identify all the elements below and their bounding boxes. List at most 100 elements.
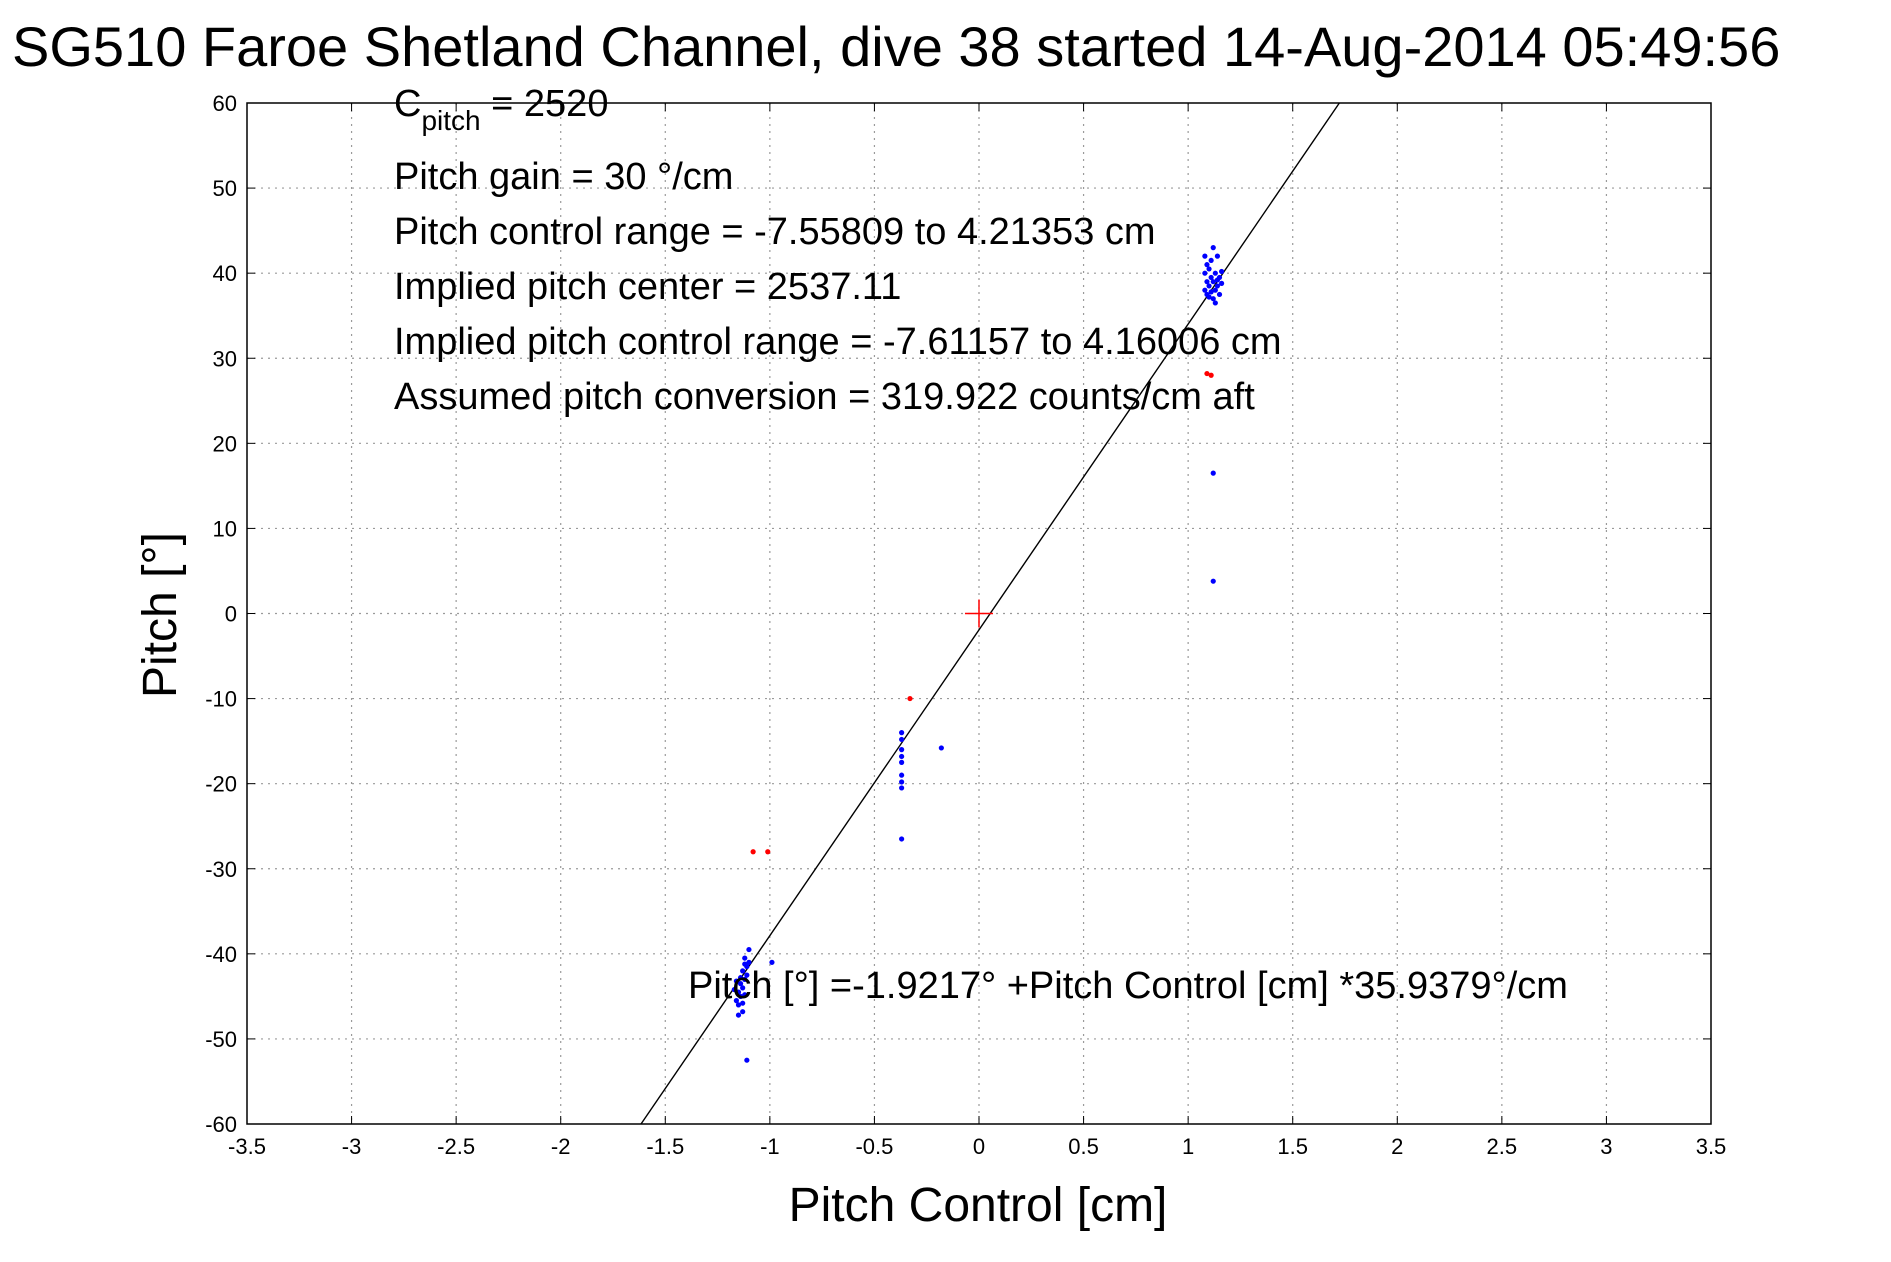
data-point (742, 992, 748, 998)
data-point (742, 961, 748, 967)
data-point (735, 1012, 742, 1018)
x-ticks: -3.5 -3 -2.5 -2 -1.5 -1 -0.5 0 0.5 1 1.5 2 2.5 3 3.5 (228, 103, 1726, 1159)
x-tick-label: -0.5 (855, 1134, 893, 1159)
data-point (740, 985, 746, 991)
annotation-conversion: Assumed pitch conversion = 319.922 count… (394, 376, 1255, 418)
y-tick-label: -20 (205, 772, 237, 797)
x-axis-label: Pitch Control [cm] (789, 1179, 1168, 1232)
annotation-implied-range: Implied pitch control range = -7.61157 t… (394, 321, 1282, 363)
data-point (1219, 268, 1225, 275)
data-point (1212, 300, 1218, 306)
annotation-pitch-gain: Pitch gain = 30 °/cm (394, 156, 733, 198)
data-point (899, 779, 905, 785)
x-tick-label: -1 (760, 1134, 780, 1159)
data-point (1208, 289, 1214, 295)
y-tick-label: 50 (213, 176, 237, 201)
data-point (740, 1009, 746, 1015)
data-point (735, 1002, 742, 1008)
y-tick-label: 60 (213, 91, 237, 116)
data-point (1204, 370, 1210, 377)
y-axis-label: Pitch [°] (134, 532, 187, 698)
y-tick-label: 40 (213, 261, 237, 286)
data-points (731, 245, 1225, 1063)
x-tick-label: 3 (1600, 1134, 1612, 1159)
data-point (1214, 283, 1221, 289)
annotation-fit-equation: Pitch [°] =-1.9217° +Pitch Control [cm] … (688, 965, 1568, 1007)
data-point (1210, 279, 1216, 285)
x-tick-label: 2 (1391, 1134, 1403, 1159)
x-tick-label: 0.5 (1068, 1134, 1099, 1159)
data-point (899, 730, 905, 736)
data-point (899, 836, 905, 842)
y-ticks: -60 -50 -40 -30 -20 -10 0 10 20 30 40 50 60 (205, 91, 1711, 1137)
data-point (742, 976, 748, 982)
y-tick-label: 30 (213, 346, 237, 371)
data-point (899, 785, 905, 791)
x-tick-label: 1.5 (1277, 1134, 1308, 1159)
data-point (733, 998, 739, 1004)
y-tick-label: 20 (213, 431, 237, 456)
y-tick-label: -30 (205, 857, 237, 882)
data-point (1202, 287, 1208, 293)
y-tick-label: 10 (213, 516, 237, 541)
data-point (1210, 578, 1216, 584)
data-point (1208, 257, 1214, 264)
data-point (737, 981, 744, 987)
data-point (1210, 296, 1216, 302)
data-point (750, 849, 756, 855)
data-point (1206, 283, 1212, 289)
x-tick-label: 1 (1182, 1134, 1194, 1159)
data-point (899, 747, 905, 753)
data-point (938, 745, 944, 751)
data-point (1208, 274, 1214, 281)
c-pitch-value: = 2520 (481, 83, 609, 125)
center-marker-group (965, 599, 993, 628)
data-point (740, 1000, 746, 1006)
x-tick-label: -3.5 (228, 1134, 266, 1159)
x-tick-label: -3 (342, 1134, 362, 1159)
data-point (744, 972, 750, 978)
x-tick-label: -2.5 (437, 1134, 475, 1159)
data-point (742, 955, 748, 961)
data-point (1202, 253, 1208, 259)
data-point (1214, 277, 1221, 283)
data-point (899, 753, 905, 760)
y-tick-label: -40 (205, 942, 237, 967)
chart-title: SG510 Faroe Shetland Channel, dive 38 st… (12, 15, 1780, 78)
data-point (1210, 470, 1216, 476)
data-point (746, 946, 752, 953)
data-point (899, 772, 905, 778)
y-tick-label: -50 (205, 1027, 237, 1052)
data-point (737, 993, 744, 999)
x-tick-label: 3.5 (1696, 1134, 1727, 1159)
data-point (1202, 270, 1208, 276)
data-point (1204, 279, 1210, 285)
data-point (735, 989, 742, 995)
c-pitch-subscript: pitch (421, 105, 480, 136)
data-point (737, 975, 744, 981)
x-tick-label: -2 (551, 1134, 571, 1159)
y-tick-label: -10 (205, 687, 237, 712)
grid (247, 103, 1711, 1124)
data-point (1216, 291, 1223, 298)
data-point (744, 1057, 750, 1063)
x-tick-label: 2.5 (1487, 1134, 1518, 1159)
data-point (1210, 245, 1216, 251)
data-point (740, 968, 746, 974)
annotation-c-pitch: Cpitch = 2520 (394, 83, 608, 136)
annotation-control-range: Pitch control range = -7.55809 to 4.2135… (394, 211, 1156, 253)
data-point (1206, 294, 1212, 300)
y-tick-label: -60 (205, 1112, 237, 1137)
data-point (746, 959, 752, 965)
x-tick-label: -1.5 (646, 1134, 684, 1159)
data-point (1219, 280, 1225, 286)
data-point (769, 959, 775, 965)
data-point (731, 986, 737, 993)
y-tick-label: 0 (225, 602, 237, 627)
c-pitch-symbol: C (394, 83, 421, 125)
data-point (1206, 266, 1212, 272)
data-point (1212, 287, 1218, 293)
data-point (899, 736, 905, 743)
annotation-implied-center: Implied pitch center = 2537.11 (394, 266, 901, 308)
